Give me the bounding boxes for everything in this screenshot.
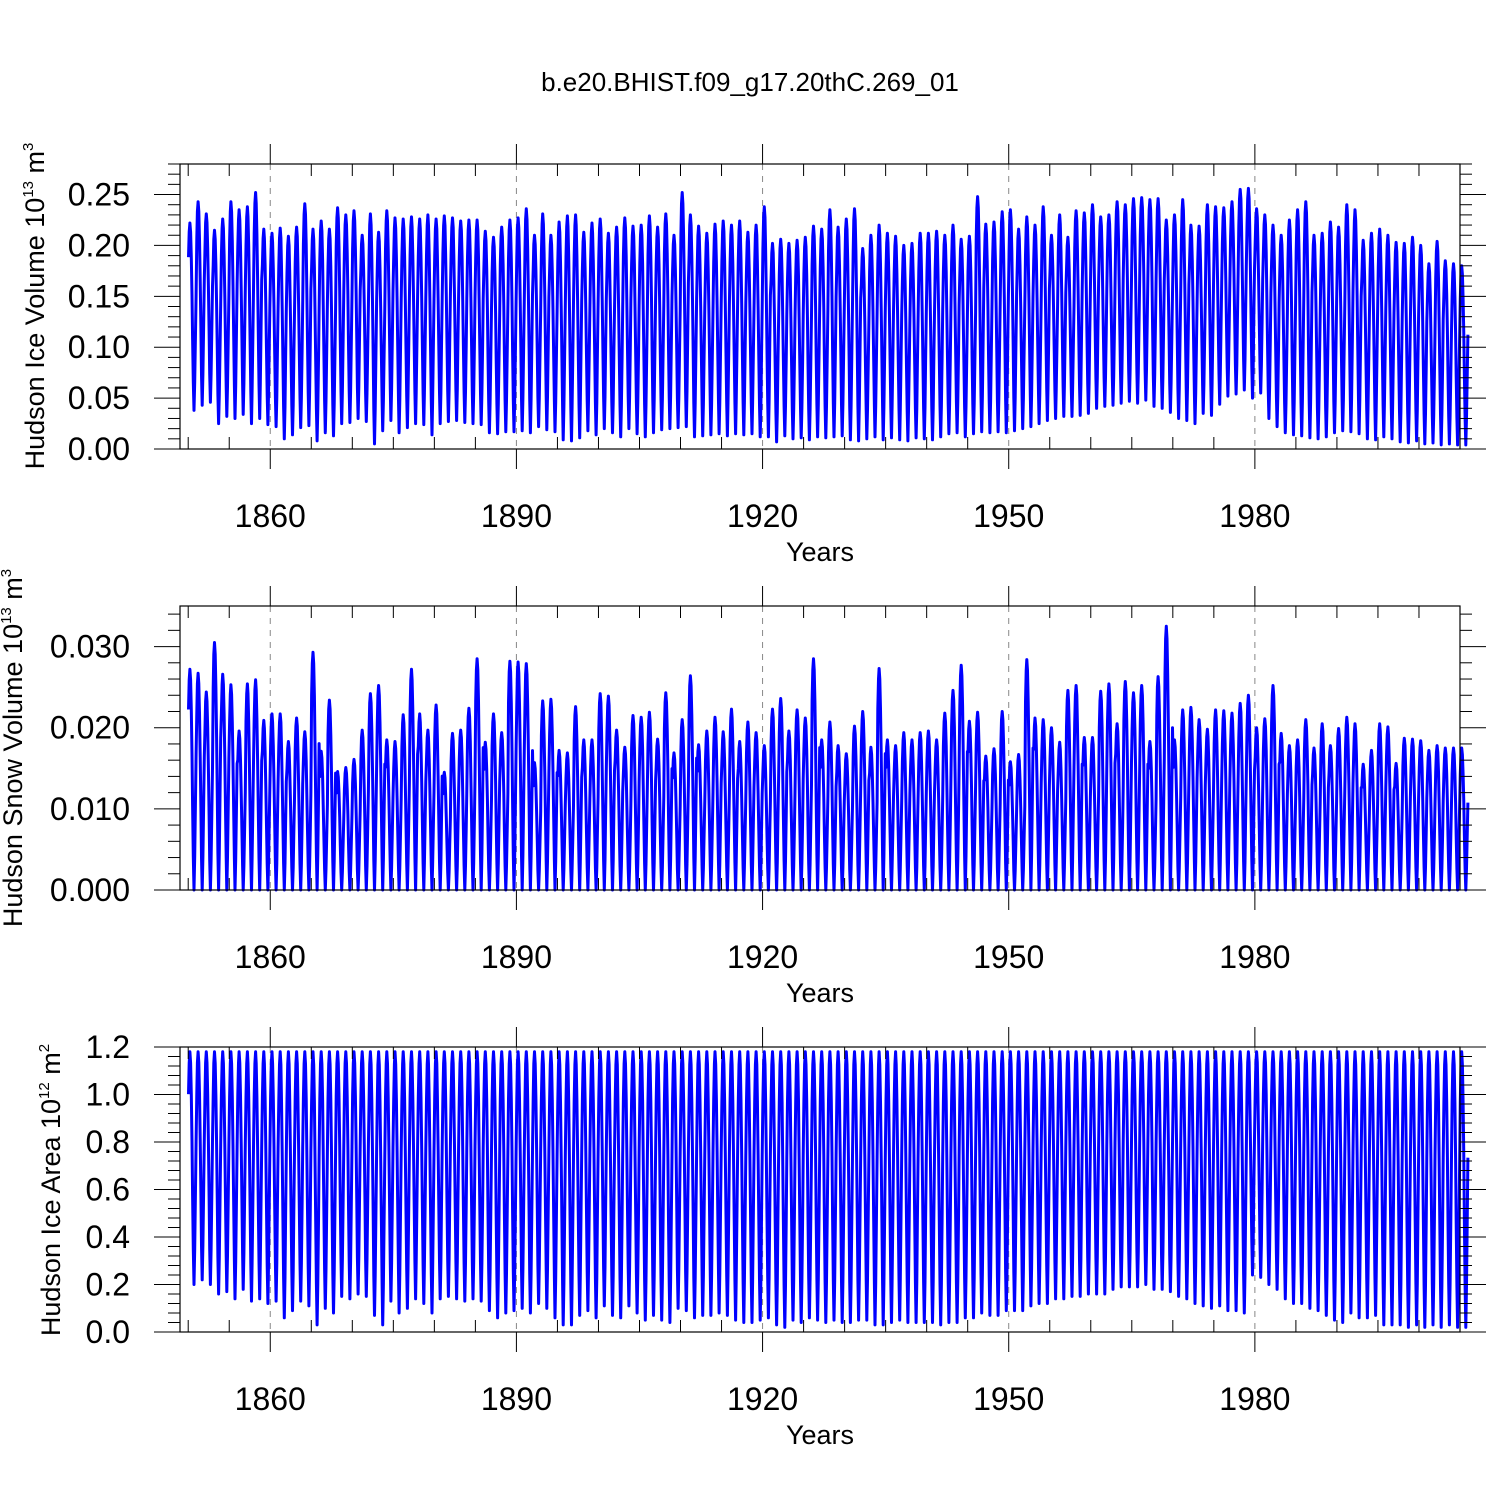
x-tick-label: 1980 — [1219, 939, 1290, 975]
x-tick-label: 1950 — [973, 939, 1044, 975]
x-axis-label: Years — [786, 537, 854, 567]
y-tick-label: 1.0 — [86, 1077, 130, 1113]
y-tick-label: 0.20 — [68, 227, 130, 263]
y-tick-label: 0.0 — [86, 1314, 130, 1350]
x-tick-label: 1860 — [235, 1381, 306, 1417]
x-tick-label: 1860 — [235, 939, 306, 975]
y-tick-label: 0.020 — [50, 710, 130, 746]
x-tick-label: 1860 — [235, 498, 306, 534]
panel-ice-area: 1860 1890 1920 1950 1980 0.0 0.2 0.4 0.6 0.8 1.0 1.… — [36, 1027, 1486, 1450]
panel-snow-volume: 1860 1890 1920 1950 1980 0.000 0.010 0.020 0.030… — [0, 569, 1486, 1008]
panel-ice-volume: 1860 1890 1920 1950 1980 0.00 0.05 0.10 0.15 0.20… — [20, 143, 1486, 567]
plot-frame — [179, 605, 1461, 891]
x-axis-label: Years — [786, 1420, 854, 1450]
y-axis-label: Hudson Ice Area 1012 m2 — [36, 1044, 66, 1336]
y-tick-label: 0.010 — [50, 791, 130, 827]
y-tick-label: 0.25 — [68, 177, 130, 213]
y-tick-label: 0.000 — [50, 872, 130, 908]
x-tick-label: 1920 — [727, 498, 798, 534]
y-tick-label: 0.4 — [86, 1219, 130, 1255]
x-tick-label: 1890 — [481, 939, 552, 975]
y-tick-label: 0.15 — [68, 278, 130, 314]
x-tick-label: 1890 — [481, 498, 552, 534]
y-axis-label: Hudson Ice Volume 1013 m3 — [20, 143, 50, 470]
x-tick-label: 1920 — [727, 939, 798, 975]
y-tick-label: 0.10 — [68, 329, 130, 365]
y-tick-label: 0.030 — [50, 629, 130, 665]
x-tick-label: 1950 — [973, 498, 1044, 534]
x-tick-label: 1890 — [481, 1381, 552, 1417]
y-tick-label: 0.00 — [68, 431, 130, 467]
series-line — [187, 1050, 1470, 1329]
x-axis-label: Years — [786, 978, 854, 1008]
y-tick-label: 0.2 — [86, 1267, 130, 1303]
x-tick-label: 1980 — [1219, 1381, 1290, 1417]
y-axis-label: Hudson Snow Volume 1013 m3 — [0, 569, 28, 927]
y-tick-label: 0.6 — [86, 1172, 130, 1208]
figure-title: b.e20.BHIST.f09_g17.20thC.269_01 — [541, 67, 959, 97]
y-tick-label: 1.2 — [86, 1029, 130, 1065]
series-line — [187, 186, 1470, 447]
series-line — [187, 624, 1470, 892]
x-tick-label: 1980 — [1219, 498, 1290, 534]
x-tick-label: 1920 — [727, 1381, 798, 1417]
y-tick-label: 0.8 — [86, 1124, 130, 1160]
y-tick-label: 0.05 — [68, 380, 130, 416]
x-tick-label: 1950 — [973, 1381, 1044, 1417]
